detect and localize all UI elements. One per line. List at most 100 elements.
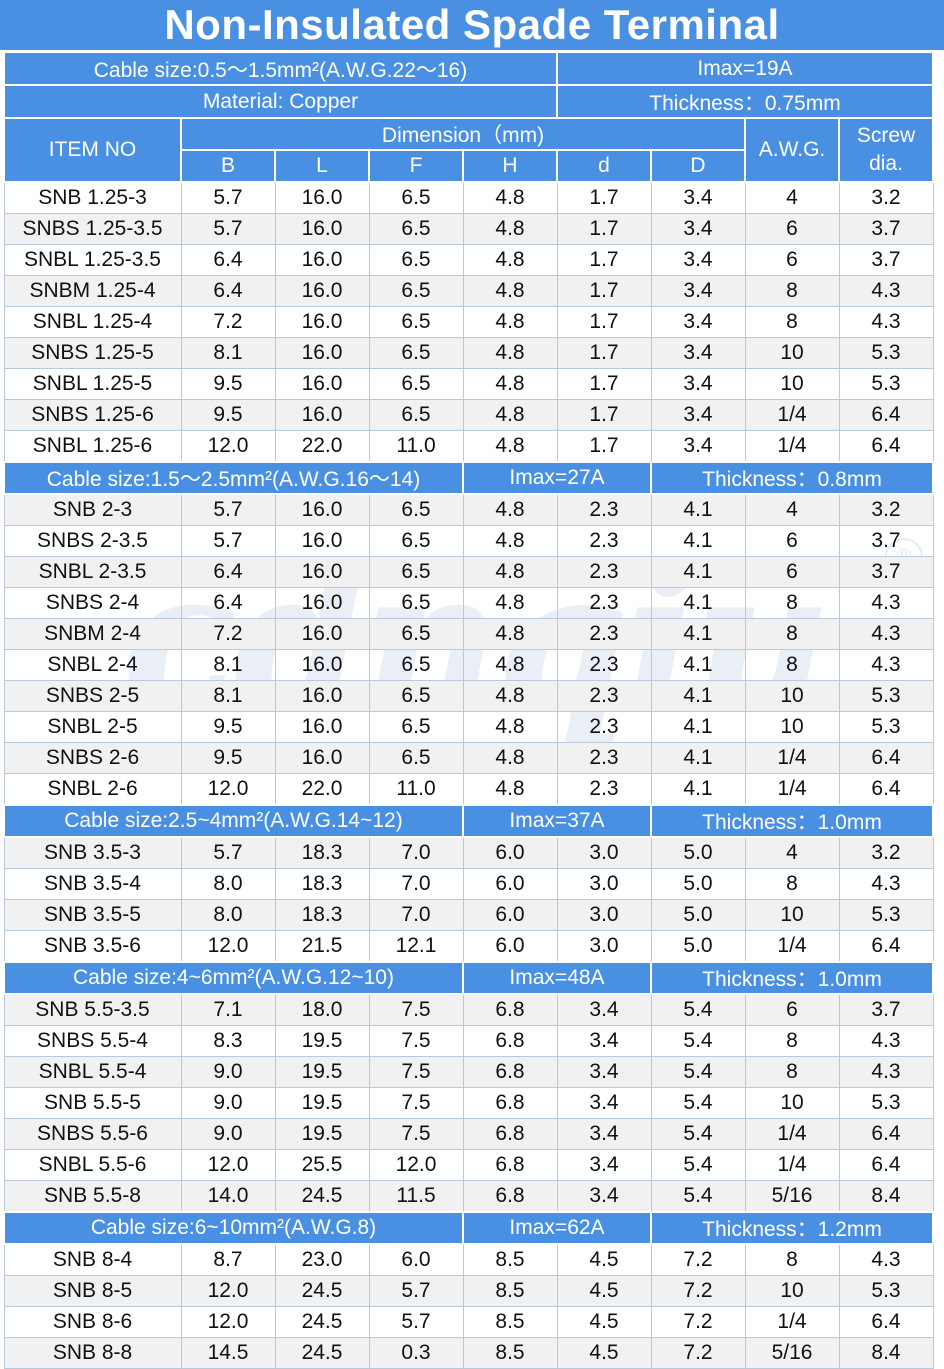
cell-dim-l: 16.0	[274, 587, 370, 619]
cell-dim-h: 4.8	[462, 275, 558, 307]
cell-dim-h: 4.8	[462, 493, 558, 526]
cell-dim-d-small: 3.4	[556, 1149, 652, 1181]
cell-awg: 6	[744, 525, 840, 557]
cell-dim-l: 16.0	[274, 742, 370, 774]
section-imax: Imax=62A	[462, 1211, 652, 1245]
cell-dim-l: 22.0	[274, 773, 370, 806]
table-row: SNBS 1.25-3.5 5.7 16.0 6.5 4.8 1.7 3.4 6 3.7	[3, 213, 934, 245]
cell-item-no: SNBL 2-5	[3, 711, 182, 743]
cell-screw-dia: 3.2	[838, 181, 934, 214]
cell-dim-l: 18.3	[274, 899, 370, 931]
cell-dim-d-small: 4.5	[556, 1337, 652, 1369]
cell-dim-f: 6.0	[368, 1243, 464, 1276]
table-row: SNBL 2-4 8.1 16.0 6.5 4.8 2.3 4.1 8 4.3	[3, 649, 934, 681]
cell-dim-b: 6.4	[180, 587, 276, 619]
cell-dim-l: 19.5	[274, 1025, 370, 1057]
cell-dim-l: 19.5	[274, 1087, 370, 1119]
table-row: SNBL 5.5-6 12.0 25.5 12.0 6.8 3.4 5.4 1/4 6.4	[3, 1149, 934, 1181]
cell-screw-dia: 6.4	[838, 773, 934, 806]
section-thickness: Thickness：1.0mm	[650, 961, 934, 995]
cell-dim-h: 6.8	[462, 1149, 558, 1181]
cell-dim-h: 4.8	[462, 244, 558, 276]
section-header-row: Cable size:2.5~4mm²(A.W.G.14~12) Imax=37A…	[3, 804, 934, 838]
cell-dim-f: 11.5	[368, 1180, 464, 1213]
cell-item-no: SNBL 2-3.5	[3, 556, 182, 588]
cell-awg: 8	[744, 275, 840, 307]
cell-awg: 1/4	[744, 1149, 840, 1181]
table-row: SNBS 2-3.5 5.7 16.0 6.5 4.8 2.3 4.1 6 3.7	[3, 525, 934, 557]
cell-dim-d-large: 4.1	[650, 773, 746, 806]
cell-screw-dia: 5.3	[838, 337, 934, 369]
header-item-no: ITEM NO	[3, 117, 182, 183]
imax-label: Imax=19A	[556, 51, 934, 86]
cell-dim-h: 6.8	[462, 1118, 558, 1150]
cell-dim-b: 12.0	[180, 773, 276, 806]
cell-screw-dia: 3.7	[838, 213, 934, 245]
cell-dim-l: 16.0	[274, 337, 370, 369]
cell-dim-f: 6.5	[368, 337, 464, 369]
header-dim-f: F	[368, 149, 464, 183]
cell-dim-f: 7.0	[368, 899, 464, 931]
cell-item-no: SNBS 2-6	[3, 742, 182, 774]
cell-dim-d-small: 4.5	[556, 1243, 652, 1276]
cell-dim-f: 7.5	[368, 1118, 464, 1150]
table-row: SNBS 2-4 6.4 16.0 6.5 4.8 2.3 4.1 8 4.3	[3, 587, 934, 619]
cable-size-label: Cable size:0.5～1.5mm²(A.W.G.22～16)	[3, 51, 558, 86]
table-row: SNB 3.5-5 8.0 18.3 7.0 6.0 3.0 5.0 10 5.3	[3, 899, 934, 931]
cell-dim-l: 18.3	[274, 868, 370, 900]
cell-screw-dia: 3.7	[838, 556, 934, 588]
cell-dim-f: 7.5	[368, 1056, 464, 1088]
cell-item-no: SNBS 1.25-3.5	[3, 213, 182, 245]
cell-dim-h: 4.8	[462, 587, 558, 619]
cell-awg: 8	[744, 306, 840, 338]
cell-dim-d-large: 5.0	[650, 899, 746, 931]
section-header-row: Cable size:1.5～2.5mm²(A.W.G.16～14) Imax=2…	[3, 461, 934, 495]
cell-dim-b: 7.2	[180, 618, 276, 650]
cell-dim-l: 25.5	[274, 1149, 370, 1181]
cell-dim-h: 6.8	[462, 1056, 558, 1088]
info-row-material: Material: Copper Thickness：0.75mm	[3, 84, 934, 119]
cell-awg: 8	[744, 1243, 840, 1276]
cell-screw-dia: 3.7	[838, 525, 934, 557]
cell-dim-f: 7.0	[368, 868, 464, 900]
cell-dim-h: 4.8	[462, 742, 558, 774]
cell-dim-h: 8.5	[462, 1337, 558, 1369]
cell-dim-b: 9.5	[180, 742, 276, 774]
cell-dim-f: 6.5	[368, 213, 464, 245]
cell-dim-d-small: 2.3	[556, 680, 652, 712]
cell-item-no: SNB 5.5-8	[3, 1180, 182, 1213]
cell-item-no: SNBS 2-3.5	[3, 525, 182, 557]
cell-item-no: SNBS 5.5-6	[3, 1118, 182, 1150]
cell-item-no: SNBL 2-4	[3, 649, 182, 681]
cell-dim-b: 8.0	[180, 899, 276, 931]
cell-dim-b: 12.0	[180, 1275, 276, 1307]
table-row: SNB 3.5-4 8.0 18.3 7.0 6.0 3.0 5.0 8 4.3	[3, 868, 934, 900]
cell-screw-dia: 4.3	[838, 649, 934, 681]
cell-dim-d-small: 3.0	[556, 899, 652, 931]
cell-dim-h: 4.8	[462, 368, 558, 400]
header-dim-h: H	[462, 149, 558, 183]
cell-dim-l: 16.0	[274, 213, 370, 245]
cell-dim-d-large: 3.4	[650, 275, 746, 307]
header-dimension: Dimension（mm)	[180, 117, 746, 151]
cell-dim-b: 8.3	[180, 1025, 276, 1057]
cell-dim-l: 16.0	[274, 493, 370, 526]
cell-dim-f: 6.5	[368, 181, 464, 214]
cell-dim-h: 6.0	[462, 899, 558, 931]
cell-dim-l: 16.0	[274, 244, 370, 276]
cell-dim-d-large: 3.4	[650, 430, 746, 463]
cell-dim-d-small: 1.7	[556, 430, 652, 463]
cell-item-no: SNBM 1.25-4	[3, 275, 182, 307]
cell-dim-b: 8.1	[180, 337, 276, 369]
cell-dim-f: 6.5	[368, 711, 464, 743]
cell-awg: 1/4	[744, 742, 840, 774]
cell-item-no: SNB 8-8	[3, 1337, 182, 1369]
page-title: Non-Insulated Spade Terminal	[0, 0, 944, 50]
cell-dim-b: 8.1	[180, 680, 276, 712]
section-cable-size: Cable size:6~10mm²(A.W.G.8)	[3, 1211, 464, 1245]
cell-dim-b: 9.0	[180, 1056, 276, 1088]
cell-dim-d-large: 5.4	[650, 1087, 746, 1119]
cell-dim-h: 8.5	[462, 1306, 558, 1338]
cell-dim-l: 24.5	[274, 1180, 370, 1213]
cell-dim-d-large: 4.1	[650, 742, 746, 774]
